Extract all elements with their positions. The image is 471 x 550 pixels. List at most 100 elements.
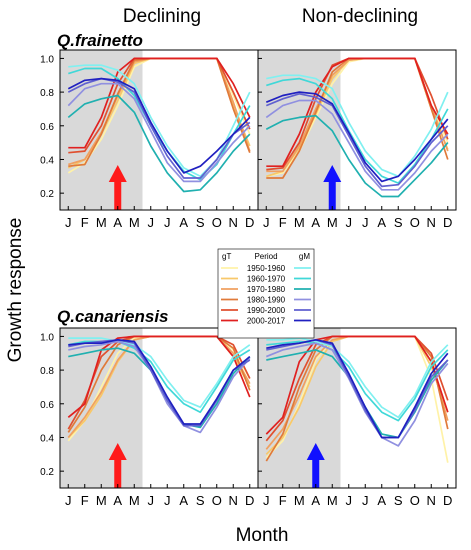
series-line-gT-2000-2017 xyxy=(67,335,251,418)
legend-header-period: Period xyxy=(254,252,277,261)
arrow-shaft xyxy=(312,458,320,488)
x-tick-label: D xyxy=(443,493,452,508)
x-tick-label: M xyxy=(129,493,140,508)
series-line-gM-2000-2017 xyxy=(68,338,251,425)
x-tick-label: M xyxy=(96,215,107,230)
panel-frame xyxy=(257,327,457,489)
x-tick-label: A xyxy=(113,215,122,230)
species-label-canariensis: Q.canariensis xyxy=(57,307,169,326)
legend-period-label: 2000-2017 xyxy=(247,317,286,326)
x-tick-label: M xyxy=(294,493,305,508)
x-tick-label: F xyxy=(279,215,287,230)
x-tick-label: N xyxy=(229,215,238,230)
series-line-gM-1980-1990 xyxy=(67,82,251,183)
x-tick-label: J xyxy=(346,493,353,508)
y-tick-label: 0.4 xyxy=(40,155,54,166)
x-tick-label: J xyxy=(65,493,72,508)
legend-box xyxy=(217,248,315,339)
y-tick-label: 0.4 xyxy=(40,433,54,444)
x-tick-label: A xyxy=(311,215,320,230)
x-tick-label: A xyxy=(377,215,386,230)
legend-header-gM: gM xyxy=(299,252,310,261)
series-line-gM-1960-1970 xyxy=(266,77,449,184)
series-line-gM-1960-1970 xyxy=(266,340,449,422)
series-line-gM-1970-1980 xyxy=(265,114,449,198)
x-tick-label: A xyxy=(311,493,320,508)
x-tick-label: J xyxy=(346,215,353,230)
column-title-declining: Declining xyxy=(123,6,201,27)
x-tick-label: J xyxy=(362,493,369,508)
series-line-gM-1950-1960 xyxy=(266,74,449,178)
x-tick-label: J xyxy=(148,215,155,230)
x-tick-label: A xyxy=(179,493,188,508)
x-axis-title: Month xyxy=(236,525,289,546)
legend-period-label: 1960-1970 xyxy=(247,275,286,284)
series-line-gM-2000-2017 xyxy=(67,77,251,174)
arrow-shaft xyxy=(114,180,122,210)
series-line-gM-1990-2000 xyxy=(265,92,449,188)
panels: 0.20.40.60.81.0J F M A M J J A S O N D J F M A M J J A S O N D0… xyxy=(40,49,457,508)
x-tick-label: A xyxy=(179,215,188,230)
y-tick-label: 0.6 xyxy=(40,122,54,133)
series-line-gM-1970-1980 xyxy=(67,94,251,193)
x-tick-label: S xyxy=(394,215,403,230)
x-tick-label: N xyxy=(229,493,238,508)
x-tick-label: F xyxy=(81,493,89,508)
species-label-frainetto: Q.frainetto xyxy=(57,31,143,50)
y-tick-label: 0.2 xyxy=(40,189,54,200)
arrow-head xyxy=(323,165,342,182)
x-tick-label: J xyxy=(65,215,72,230)
series-line-gT-2000-2017 xyxy=(266,57,449,168)
x-tick-label: N xyxy=(427,215,436,230)
y-tick-label: 1.0 xyxy=(40,332,54,343)
y-tick-label: 0.8 xyxy=(40,88,54,99)
x-tick-label: J xyxy=(164,215,171,230)
series-line-gM-1950-1960 xyxy=(68,337,251,409)
x-tick-label: J xyxy=(263,493,270,508)
legend-header-gT: gT xyxy=(222,252,231,261)
x-tick-label: S xyxy=(394,493,403,508)
panel-q-frainetto-declining: 0.20.40.60.81.0J F M A M J J A S O N D xyxy=(40,49,259,230)
x-tick-label: M xyxy=(129,215,140,230)
legend-period-label: 1950-1960 xyxy=(247,264,286,273)
series-line-gT-2000-2017 xyxy=(68,57,251,149)
x-tick-label: M xyxy=(327,493,338,508)
arrow-head xyxy=(108,443,127,460)
x-tick-label: N xyxy=(427,493,436,508)
arrow-shaft xyxy=(114,458,122,488)
x-tick-label: A xyxy=(113,493,122,508)
x-tick-label: F xyxy=(81,215,89,230)
series-line-gM-1950-1960 xyxy=(266,337,449,419)
legend-period-label: 1970-1980 xyxy=(247,285,286,294)
x-tick-label: M xyxy=(294,215,305,230)
column-title-non-declining: Non-declining xyxy=(302,6,418,27)
x-tick-label: A xyxy=(377,493,386,508)
series-line-gM-2000-2017 xyxy=(266,338,449,439)
x-tick-label: J xyxy=(164,493,171,508)
x-tick-label: O xyxy=(410,215,420,230)
x-tick-label: M xyxy=(327,215,338,230)
x-tick-label: O xyxy=(212,215,222,230)
y-axis-title: Growth response xyxy=(5,218,26,363)
panel-q-canariensis-declining: 0.20.40.60.81.0J F M A M J J A S O N D xyxy=(40,327,259,508)
legend-period-label: 1980-1990 xyxy=(247,296,286,305)
series-line-gT-2000-2017 xyxy=(265,335,449,435)
x-tick-label: M xyxy=(96,493,107,508)
y-tick-label: 0.8 xyxy=(40,366,54,377)
x-tick-label: S xyxy=(196,215,205,230)
y-tick-label: 0.6 xyxy=(40,400,54,411)
legend-period-label: 1990-2000 xyxy=(247,306,286,315)
x-tick-label: D xyxy=(245,215,254,230)
x-tick-label: F xyxy=(279,493,287,508)
x-tick-label: J xyxy=(148,493,155,508)
arrow-head xyxy=(108,165,127,182)
x-tick-label: O xyxy=(410,493,420,508)
arrow-shaft xyxy=(328,180,336,210)
panel-frame xyxy=(257,49,457,211)
x-tick-label: J xyxy=(362,215,369,230)
x-tick-label: S xyxy=(196,493,205,508)
y-tick-label: 0.2 xyxy=(40,467,54,478)
